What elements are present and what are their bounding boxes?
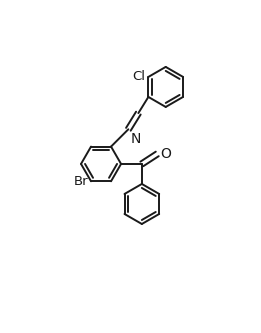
Text: Br: Br — [73, 175, 88, 188]
Text: N: N — [131, 132, 141, 147]
Text: Cl: Cl — [132, 70, 145, 83]
Text: O: O — [160, 147, 171, 161]
